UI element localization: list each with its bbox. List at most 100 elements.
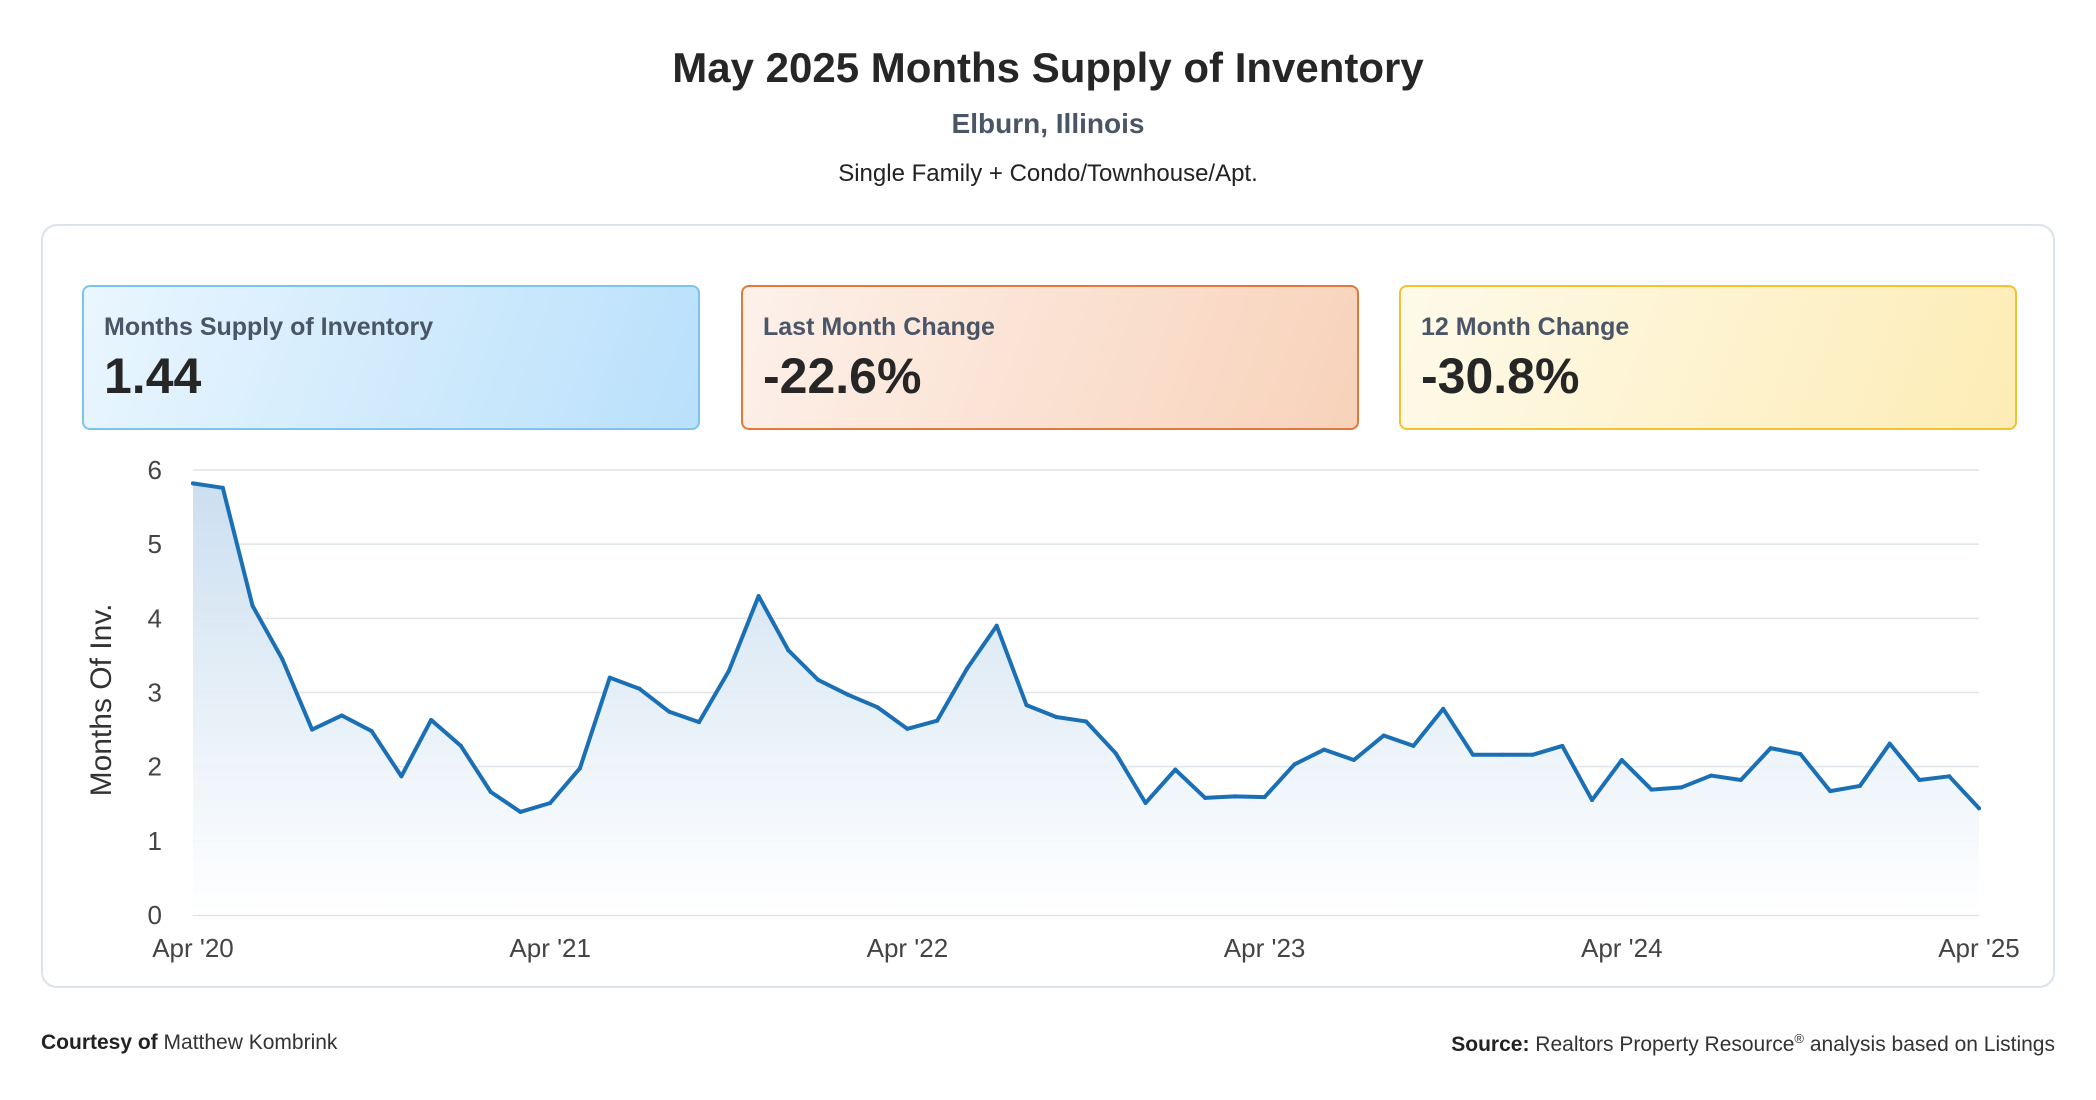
data-point (1798, 752, 1803, 757)
y-tick-label: 5 (148, 529, 162, 559)
data-point (1143, 801, 1148, 806)
registered-mark: ® (1794, 1031, 1804, 1046)
data-point (786, 648, 791, 653)
data-point (1441, 706, 1446, 711)
data-point (1411, 743, 1416, 748)
source-label: Source: (1451, 1033, 1530, 1056)
data-point (1828, 789, 1833, 794)
data-point (935, 718, 940, 723)
data-point (726, 668, 731, 673)
data-point (1649, 787, 1654, 792)
data-point (1351, 757, 1356, 762)
x-tick-label: Apr '21 (509, 933, 591, 963)
data-point (369, 729, 374, 734)
data-point (1560, 743, 1565, 748)
data-points (191, 481, 1981, 814)
data-point (518, 809, 523, 814)
source-text: Realtors Property Resource (1535, 1033, 1795, 1056)
stat-card-12-month-change: 12 Month Change -30.8% (1399, 285, 2017, 430)
courtesy-label: Courtesy of (41, 1031, 158, 1054)
x-axis-ticks: Apr '20 Apr '21 Apr '22 Apr '23 Apr '24 Apr '… (152, 933, 2020, 963)
data-point (488, 789, 493, 794)
data-point (1768, 746, 1773, 751)
source-text-tail: analysis based on Listings (1804, 1033, 2055, 1056)
data-point (1322, 747, 1327, 752)
property-types-note: Single Family + Condo/Townhouse/Apt. (838, 160, 1258, 187)
stat-card-value: 1.44 (104, 348, 202, 404)
data-point (637, 686, 642, 691)
x-tick-label: Apr '20 (152, 933, 234, 963)
data-point (1709, 773, 1714, 778)
stat-card-months-supply: Months Supply of Inventory 1.44 (82, 285, 700, 430)
data-point (667, 709, 672, 714)
data-point (1530, 752, 1535, 757)
data-point (399, 774, 404, 779)
y-axis-label: Months Of Inv. (85, 604, 118, 797)
courtesy-line: Courtesy of Matthew Kombrink (41, 1031, 337, 1055)
y-tick-label: 4 (148, 603, 162, 633)
y-tick-label: 2 (148, 752, 162, 782)
data-point (816, 677, 821, 682)
y-tick-label: 1 (148, 826, 162, 856)
area-fill (193, 483, 1979, 915)
courtesy-name: Matthew Kombrink (163, 1031, 338, 1054)
y-axis-ticks: 0 1 2 3 4 5 6 (148, 455, 162, 930)
data-point (845, 692, 850, 697)
location-subtitle: Elburn, Illinois (951, 108, 1145, 139)
data-point (1024, 703, 1029, 708)
stat-card-label: Last Month Change (763, 313, 995, 341)
data-point (1173, 767, 1178, 772)
y-tick-label: 0 (148, 900, 162, 930)
stat-card-last-month-change: Last Month Change -22.6% (741, 285, 1359, 430)
data-point (1590, 798, 1595, 803)
stat-card-value: -30.8% (1421, 348, 1580, 404)
data-point (220, 485, 225, 490)
stat-card-label: Months Supply of Inventory (104, 313, 434, 341)
data-point (875, 705, 880, 710)
stat-card-value: -22.6% (763, 348, 922, 404)
data-point (429, 717, 434, 722)
data-point (1203, 795, 1208, 800)
data-point (1977, 806, 1981, 811)
x-tick-label: Apr '23 (1224, 933, 1306, 963)
data-point (1054, 714, 1059, 719)
data-point (1500, 752, 1505, 757)
data-point (191, 481, 195, 486)
stat-card-label: 12 Month Change (1421, 313, 1630, 341)
x-tick-label: Apr '25 (1938, 933, 2020, 963)
data-point (1947, 774, 1952, 779)
data-point (1857, 783, 1862, 788)
data-point (905, 726, 910, 731)
data-point (1084, 719, 1088, 724)
data-point (1381, 733, 1386, 738)
source-line: Source: Realtors Property Resource® anal… (1451, 1031, 2055, 1057)
data-point (607, 675, 612, 680)
data-point (1292, 762, 1297, 767)
area-path (193, 483, 1979, 915)
data-point (1113, 751, 1118, 756)
data-point (1917, 778, 1922, 783)
data-point (280, 657, 285, 662)
data-point (1738, 778, 1743, 783)
data-point (1470, 752, 1475, 757)
data-point (577, 766, 582, 771)
data-point (1232, 794, 1237, 799)
data-point (1679, 785, 1684, 790)
data-point (964, 666, 969, 671)
data-point (1887, 741, 1892, 746)
data-point (250, 603, 255, 608)
data-point (994, 623, 999, 628)
y-tick-label: 3 (148, 678, 162, 708)
x-tick-label: Apr '22 (867, 933, 949, 963)
data-point (458, 743, 463, 748)
y-tick-label: 6 (148, 455, 162, 485)
data-point (1619, 757, 1624, 762)
data-point (756, 594, 761, 599)
data-point (697, 720, 702, 725)
x-tick-label: Apr '24 (1581, 933, 1663, 963)
page-title: May 2025 Months Supply of Inventory (672, 44, 1424, 91)
data-point (548, 801, 553, 806)
data-point (310, 727, 315, 732)
data-point (339, 713, 344, 718)
